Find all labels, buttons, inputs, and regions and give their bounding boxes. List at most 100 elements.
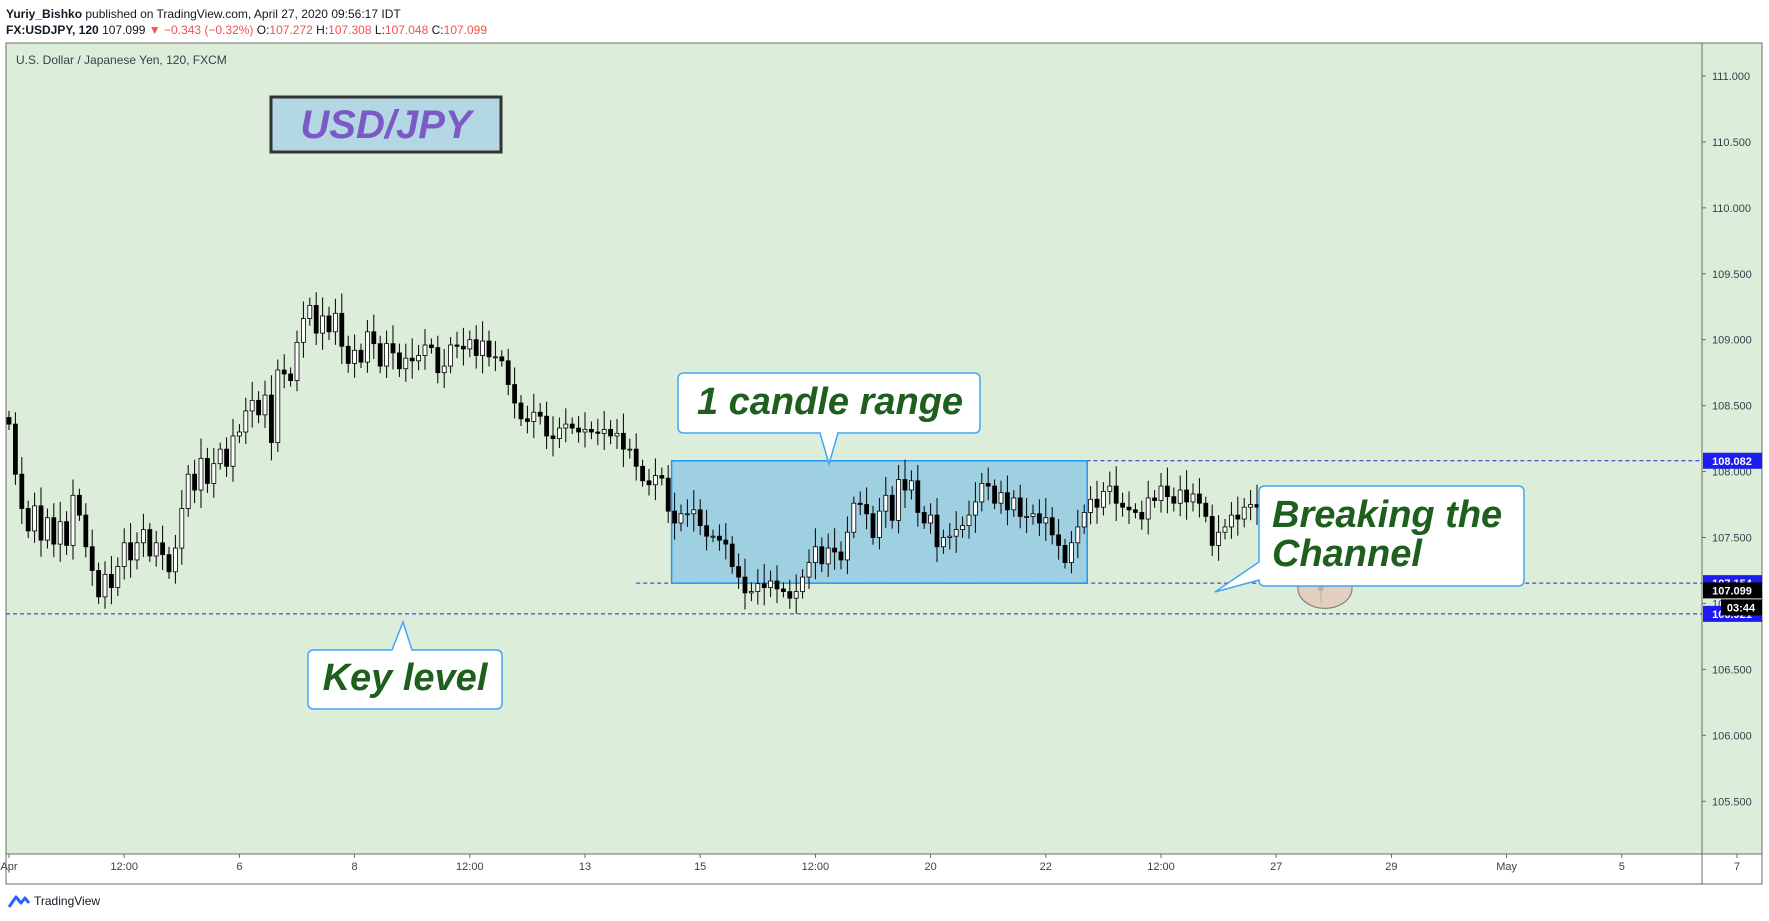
- candle[interactable]: [1126, 491, 1132, 525]
- candle[interactable]: [384, 330, 390, 378]
- candle[interactable]: [953, 511, 959, 553]
- candle[interactable]: [96, 562, 101, 604]
- range-high-badge[interactable]: [1703, 452, 1762, 469]
- key-level-callout-box[interactable]: [307, 619, 503, 710]
- candle[interactable]: [83, 503, 89, 558]
- candle[interactable]: [57, 501, 63, 562]
- candle[interactable]: [1120, 492, 1125, 517]
- candle[interactable]: [211, 447, 217, 498]
- candle[interactable]: [896, 464, 901, 534]
- candle[interactable]: [1209, 504, 1215, 557]
- candle[interactable]: [717, 524, 722, 551]
- candle[interactable]: [1011, 490, 1017, 517]
- candle[interactable]: [345, 335, 351, 373]
- candle[interactable]: [403, 343, 409, 382]
- candle[interactable]: [1030, 504, 1036, 525]
- candle[interactable]: [992, 479, 997, 510]
- candle[interactable]: [1062, 538, 1068, 569]
- candle[interactable]: [941, 529, 946, 554]
- candle[interactable]: [499, 350, 505, 367]
- candle[interactable]: [256, 391, 262, 424]
- candle[interactable]: [845, 516, 850, 575]
- candle[interactable]: [224, 437, 230, 477]
- candle[interactable]: [1037, 499, 1042, 537]
- candle[interactable]: [518, 395, 524, 426]
- candle[interactable]: [121, 528, 127, 580]
- candle[interactable]: [512, 367, 517, 419]
- candle[interactable]: [1177, 475, 1183, 517]
- candle[interactable]: [109, 555, 114, 605]
- candle[interactable]: [646, 468, 652, 496]
- candle[interactable]: [595, 418, 601, 446]
- candle[interactable]: [134, 532, 140, 570]
- candle[interactable]: [268, 375, 274, 461]
- candle[interactable]: [1235, 496, 1241, 536]
- candle[interactable]: [1107, 471, 1113, 505]
- candle[interactable]: [749, 582, 754, 602]
- candle[interactable]: [1081, 504, 1087, 535]
- candle[interactable]: [883, 476, 889, 528]
- candle[interactable]: [819, 537, 825, 573]
- candle[interactable]: [531, 393, 537, 439]
- candle[interactable]: [1216, 515, 1221, 561]
- candle[interactable]: [128, 523, 134, 578]
- candle[interactable]: [230, 418, 236, 482]
- candle[interactable]: [768, 570, 773, 598]
- candle[interactable]: [582, 412, 588, 448]
- candle[interactable]: [960, 516, 965, 538]
- candle[interactable]: [32, 492, 37, 543]
- candle[interactable]: [1069, 530, 1074, 574]
- candle[interactable]: [467, 330, 473, 358]
- candle[interactable]: [870, 505, 876, 545]
- candle[interactable]: [1152, 490, 1157, 508]
- candle[interactable]: [505, 348, 511, 396]
- candle[interactable]: [486, 330, 492, 367]
- candle[interactable]: [217, 442, 223, 470]
- candle[interactable]: [102, 561, 108, 609]
- candle[interactable]: [736, 553, 741, 589]
- candle[interactable]: [576, 416, 581, 443]
- candle[interactable]: [1165, 467, 1170, 514]
- candle[interactable]: [653, 458, 658, 501]
- candle[interactable]: [441, 348, 447, 389]
- candle[interactable]: [781, 582, 786, 598]
- candle[interactable]: [806, 549, 812, 589]
- candle[interactable]: [1190, 483, 1196, 512]
- candle[interactable]: [569, 417, 575, 434]
- candle[interactable]: [358, 343, 364, 369]
- candle[interactable]: [672, 492, 677, 540]
- candle[interactable]: [77, 488, 82, 522]
- candle[interactable]: [640, 459, 645, 487]
- candle[interactable]: [435, 335, 441, 384]
- candle[interactable]: [339, 293, 345, 365]
- candle[interactable]: [179, 490, 185, 565]
- last-price-badge[interactable]: [1703, 582, 1762, 599]
- candle[interactable]: [1133, 503, 1138, 519]
- candle[interactable]: [1158, 472, 1164, 513]
- candle-range-callout-box[interactable]: [677, 372, 981, 467]
- candle[interactable]: [550, 416, 556, 457]
- candle[interactable]: [627, 438, 633, 459]
- candle[interactable]: [1203, 496, 1209, 523]
- candle[interactable]: [1197, 478, 1202, 518]
- candle[interactable]: [454, 331, 460, 359]
- candle[interactable]: [825, 533, 831, 577]
- candle[interactable]: [1094, 480, 1100, 524]
- candle[interactable]: [608, 420, 613, 445]
- candle[interactable]: [332, 298, 338, 345]
- candle[interactable]: [89, 529, 95, 586]
- candle[interactable]: [742, 558, 748, 610]
- candle[interactable]: [1056, 519, 1061, 560]
- candle[interactable]: [928, 503, 933, 534]
- candle[interactable]: [1145, 480, 1151, 535]
- candle[interactable]: [288, 367, 294, 387]
- candle[interactable]: [313, 292, 319, 345]
- candle[interactable]: [800, 569, 805, 599]
- candle[interactable]: [12, 412, 18, 485]
- candle[interactable]: [857, 491, 863, 516]
- candle[interactable]: [249, 381, 255, 428]
- symbol-banner-box[interactable]: [269, 95, 503, 154]
- candle[interactable]: [326, 306, 332, 341]
- candle[interactable]: [729, 536, 735, 574]
